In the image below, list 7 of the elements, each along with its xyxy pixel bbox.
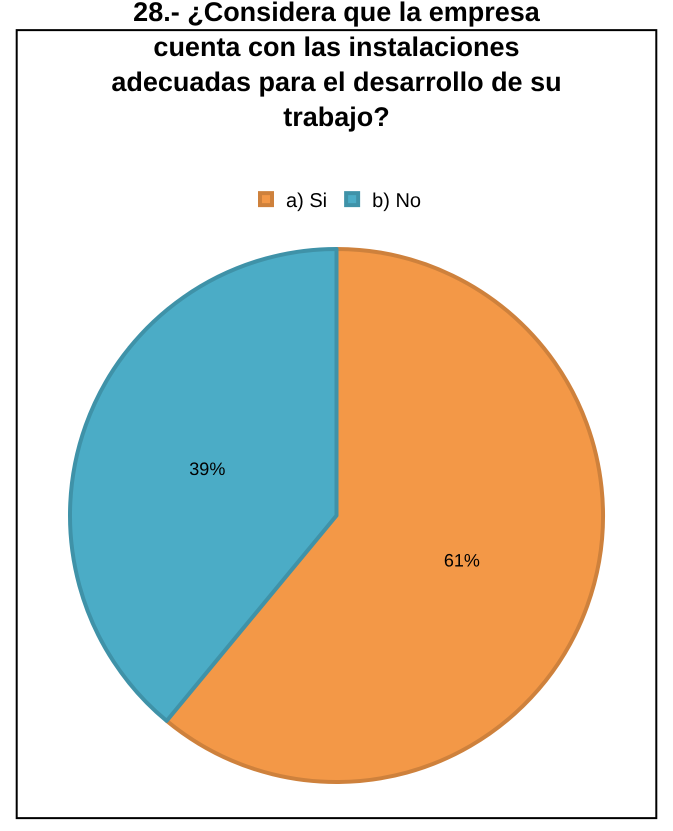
chart-title: 28.- ¿Considera que la empresa cuenta con las instalaciones adecuadas para el desarrollo de su trabajo?: [111, 0, 562, 132]
data-label: 39%: [189, 458, 226, 479]
pie-slice: [164, 247, 605, 784]
pie-slice: [68, 247, 338, 723]
legend-label: b) No: [372, 190, 422, 212]
legend-label: a) Si: [286, 190, 328, 212]
data-label: 61%: [444, 550, 480, 571]
